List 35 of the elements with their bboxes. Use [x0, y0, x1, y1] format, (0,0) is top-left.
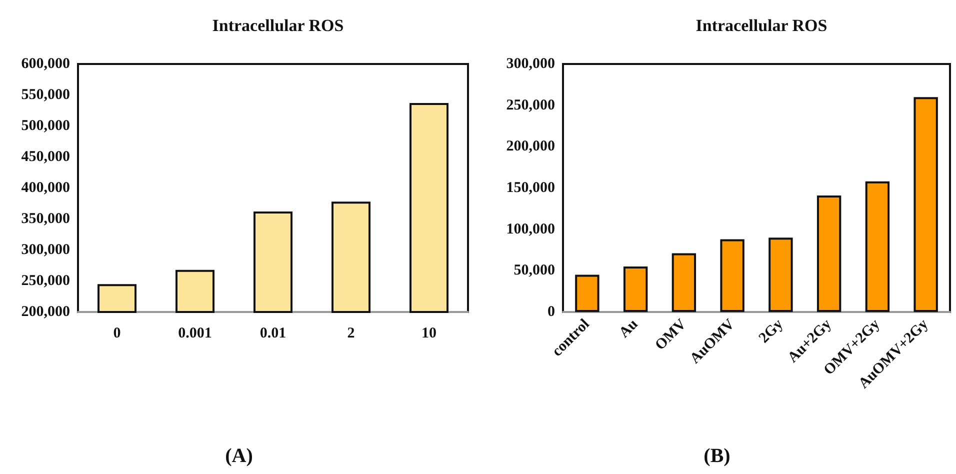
y-tick-label: 350,000	[21, 211, 70, 227]
y-tick-label: 200,000	[506, 138, 555, 155]
y-tick-label: 300,000	[21, 242, 70, 258]
chart-title: Intracellular ROS	[212, 16, 344, 35]
y-tick-label: 450,000	[21, 149, 70, 165]
bar	[914, 97, 938, 312]
x-tick-label: 0.001	[178, 326, 212, 342]
y-tick-label: 0	[548, 304, 555, 320]
x-tick-label: 10	[422, 326, 436, 342]
chart-title: Intracellular ROS	[696, 16, 828, 35]
bar	[575, 274, 600, 312]
x-tick-label: Au	[616, 316, 642, 342]
y-tick-label: 300,000	[506, 56, 555, 72]
y-tick-label: 500,000	[21, 118, 70, 134]
y-tick-label: 600,000	[21, 56, 70, 72]
text: (A)	[225, 445, 253, 467]
y-tick-label: 550,000	[21, 87, 70, 103]
y-tick-label: 150,000	[506, 180, 555, 196]
y-tick-label: 200,000	[21, 304, 70, 320]
x-tick-label: 2Gy	[756, 316, 787, 346]
x-tick-label: 2	[347, 326, 355, 342]
bar	[816, 195, 842, 312]
bar	[623, 266, 648, 312]
bar	[768, 238, 793, 312]
y-tick-label: 250,000	[506, 97, 555, 114]
y-tick-label: 250,000	[21, 273, 70, 289]
x-tick-label: 0.01	[260, 326, 286, 342]
y-tick-label: 400,000	[21, 180, 70, 196]
bar	[865, 181, 890, 312]
x-tick-label: 0	[113, 326, 121, 342]
bar	[672, 253, 696, 312]
bar	[720, 239, 744, 312]
text: (B)	[704, 445, 730, 467]
y-tick-label: 100,000	[506, 221, 555, 238]
y-tick-label: 50,000	[514, 262, 555, 279]
